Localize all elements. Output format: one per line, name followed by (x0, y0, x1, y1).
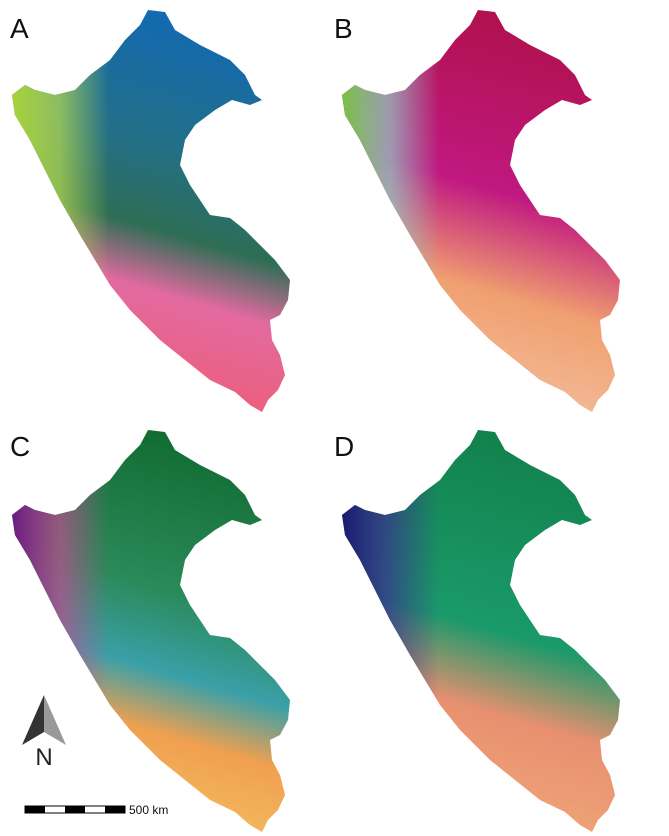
map-panel: B (334, 10, 620, 412)
scale-bar: 500 km (25, 803, 168, 817)
north-label: N (35, 744, 52, 771)
map-panel: A (10, 10, 290, 412)
scale-label: 500 km (129, 803, 168, 817)
panel-label: B (334, 13, 353, 44)
map-panel: C (10, 430, 290, 832)
north-arrow: N (22, 695, 66, 771)
panel-label: D (334, 431, 354, 462)
figure: A B C D N 500 km (0, 0, 669, 836)
map-panel: D (334, 430, 620, 832)
panel-label: C (10, 431, 30, 462)
panel-label: A (10, 13, 29, 44)
